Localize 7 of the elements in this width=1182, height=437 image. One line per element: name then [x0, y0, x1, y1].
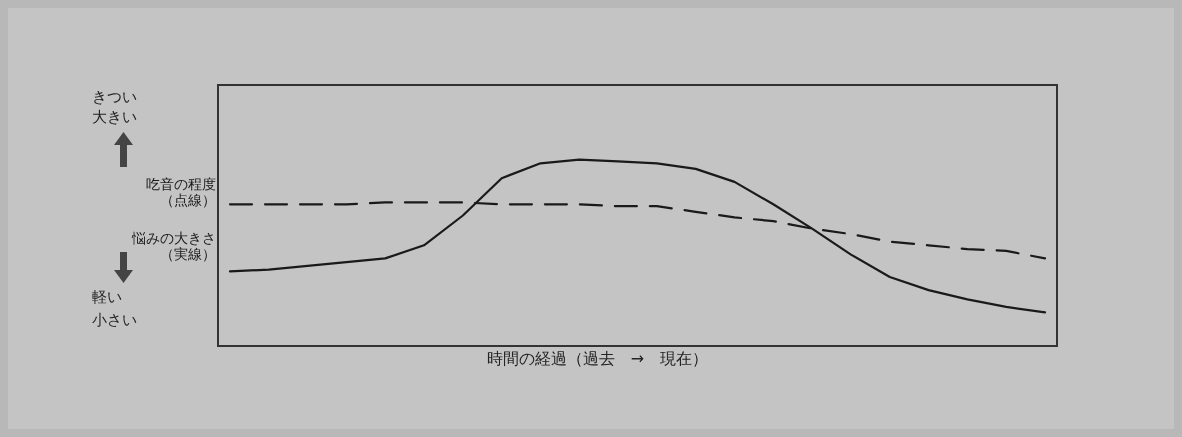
text: 軽い	[92, 287, 123, 308]
series-label: 吃音の程度（点線）	[145, 176, 216, 208]
text: きつい	[92, 87, 138, 108]
series-label: 悩みの大きさ（実線）	[130, 230, 216, 262]
text: 大きい	[92, 107, 138, 128]
x-axis-title: 時間の経過（過去 → 現在）	[486, 349, 709, 368]
text: 小さい	[92, 310, 138, 331]
